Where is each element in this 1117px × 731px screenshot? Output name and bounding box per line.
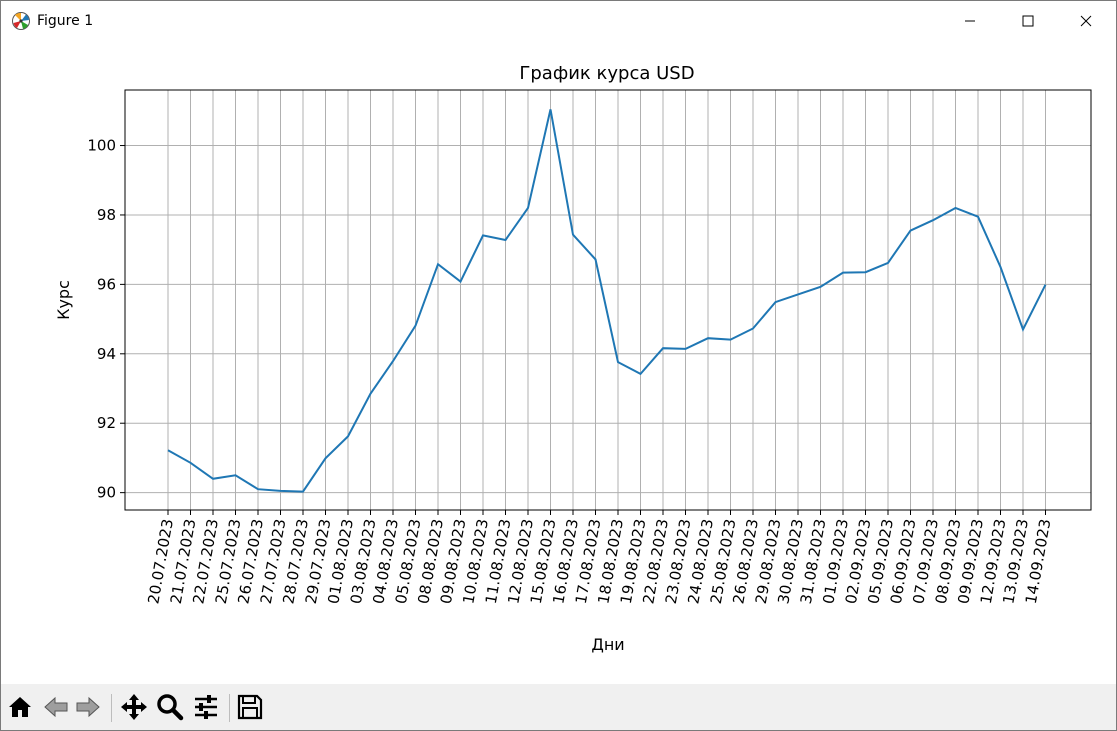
figure-canvas[interactable]: График курса USD 90 92 94 96 98 100 20.07.202… — [1, 41, 1116, 683]
minimize-button[interactable] — [941, 1, 999, 41]
arrow-left-icon — [43, 694, 69, 724]
matplotlib-logo-icon — [11, 11, 31, 31]
line-chart: График курса USD 90 92 94 96 98 100 20.07.202… — [54, 63, 1092, 654]
y-tick-label: 92 — [97, 414, 116, 432]
zoom-button[interactable] — [155, 694, 185, 724]
y-tick-label: 100 — [87, 137, 116, 155]
title-bar[interactable]: Figure 1 — [1, 1, 1116, 41]
maximize-icon — [1022, 15, 1034, 27]
y-axis: 90 92 94 96 98 100 — [87, 137, 125, 502]
y-axis-label: Курс — [54, 280, 73, 320]
navigation-toolbar — [1, 684, 1116, 730]
axes-frame — [124, 89, 1092, 511]
save-button[interactable] — [235, 694, 265, 724]
close-icon — [1080, 15, 1092, 27]
x-axis: 20.07.202321.07.202322.07.202325.07.2023… — [144, 510, 1054, 605]
y-tick-label: 94 — [97, 345, 116, 363]
toolbar-separator — [229, 694, 230, 722]
home-button[interactable] — [5, 694, 35, 724]
move-icon — [120, 693, 148, 725]
configure-subplots-button[interactable] — [191, 694, 221, 724]
y-tick-label: 90 — [97, 484, 116, 502]
home-icon — [7, 694, 33, 724]
back-button[interactable] — [41, 694, 71, 724]
window-title: Figure 1 — [37, 13, 94, 29]
y-tick-label: 96 — [97, 275, 116, 293]
toolbar-separator — [111, 694, 112, 722]
floppy-disk-icon — [237, 694, 263, 724]
pan-button[interactable] — [119, 694, 149, 724]
minimize-icon — [964, 15, 976, 27]
forward-button[interactable] — [73, 694, 103, 724]
maximize-button[interactable] — [999, 1, 1057, 41]
y-tick-label: 98 — [97, 206, 116, 224]
x-axis-label: Дни — [591, 635, 624, 654]
arrow-right-icon — [75, 694, 101, 724]
grid-lines — [125, 90, 1091, 510]
sliders-icon — [192, 693, 220, 725]
series-line — [167, 109, 1047, 493]
chart-title: График курса USD — [519, 63, 694, 84]
magnifier-icon — [156, 693, 184, 725]
close-button[interactable] — [1057, 1, 1115, 41]
